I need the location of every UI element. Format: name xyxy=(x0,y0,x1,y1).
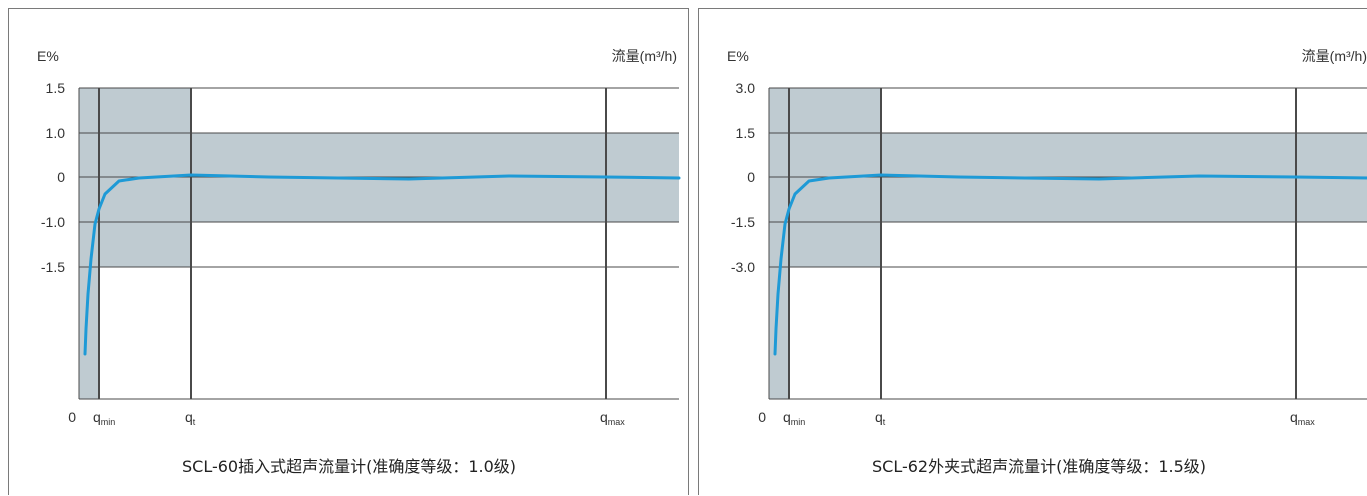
x-tick-base: 0 xyxy=(68,409,76,425)
y-tick-label: 1.5 xyxy=(736,125,756,141)
x-tick-subscript: max xyxy=(608,417,626,427)
y-tick-label: 1.5 xyxy=(46,80,66,96)
x-axis-title: 流量(m³/h) xyxy=(1302,48,1367,64)
band-zero-to-qmin xyxy=(79,88,99,399)
y-tick-label: 0 xyxy=(57,169,65,185)
x-tick-label: qmin xyxy=(93,409,115,427)
x-tick-label: 0 xyxy=(68,409,76,425)
y-tick-label: -3.0 xyxy=(731,259,755,275)
x-tick-base: q xyxy=(783,409,791,425)
x-tick-base: 0 xyxy=(758,409,766,425)
y-tick-label: 1.0 xyxy=(46,125,66,141)
x-tick-label: qmin xyxy=(783,409,805,427)
y-axis-title: E% xyxy=(727,48,749,64)
error-curve-chart-scl62: 3.01.50-1.5-3.0E% 流量(m³/h)0 qmin qt qmaxSCL-… xyxy=(727,48,1367,476)
x-tick-label: qt xyxy=(875,409,886,427)
chart-caption: SCL-62外夹式超声流量计(准确度等级：1.5级) xyxy=(872,457,1206,476)
x-tick-base: q xyxy=(1290,409,1298,425)
x-tick-base: q xyxy=(600,409,608,425)
y-tick-label: -1.5 xyxy=(731,214,755,230)
x-tick-subscript: min xyxy=(791,417,806,427)
x-axis-title: 流量(m³/h) xyxy=(612,48,677,64)
x-tick-subscript: max xyxy=(1298,417,1316,427)
x-tick-subscript: min xyxy=(101,417,116,427)
y-tick-label: -1.0 xyxy=(41,214,65,230)
chart-caption: SCL-60插入式超声流量计(准确度等级：1.0级) xyxy=(182,457,516,476)
x-tick-label: qmax xyxy=(1290,409,1315,427)
chart-panel-scl62: 3.0 1.5 0 -1.5 -3.0 E% 流量(m³/h) 0 qmin qt qmax SCL-… xyxy=(698,8,1367,495)
x-tick-subscript: t xyxy=(193,417,196,427)
x-tick-subscript: t xyxy=(883,417,886,427)
x-tick-label: 0 xyxy=(758,409,766,425)
x-tick-base: q xyxy=(875,409,883,425)
y-tick-label: 3.0 xyxy=(736,80,756,96)
error-curve-line xyxy=(773,173,1367,356)
x-tick-label: qt xyxy=(185,409,196,427)
error-curve-line xyxy=(83,173,681,356)
error-curve-chart-scl60: 1.51.00-1.0-1.5E% 流量(m³/h)0 qmin qt qmaxSCL-… xyxy=(37,48,681,476)
band-zero-to-qmin xyxy=(769,88,789,399)
y-axis-title: E% xyxy=(37,48,59,64)
y-tick-label: -1.5 xyxy=(41,259,65,275)
x-tick-base: q xyxy=(185,409,193,425)
x-tick-label: qmax xyxy=(600,409,625,427)
x-tick-base: q xyxy=(93,409,101,425)
chart-panel-scl60: 1.5 1.0 0 -1.0 -1.5 E% 流量(m³/h) 0 qmin qt qmax SCL-… xyxy=(8,8,689,495)
y-tick-label: 0 xyxy=(747,169,755,185)
